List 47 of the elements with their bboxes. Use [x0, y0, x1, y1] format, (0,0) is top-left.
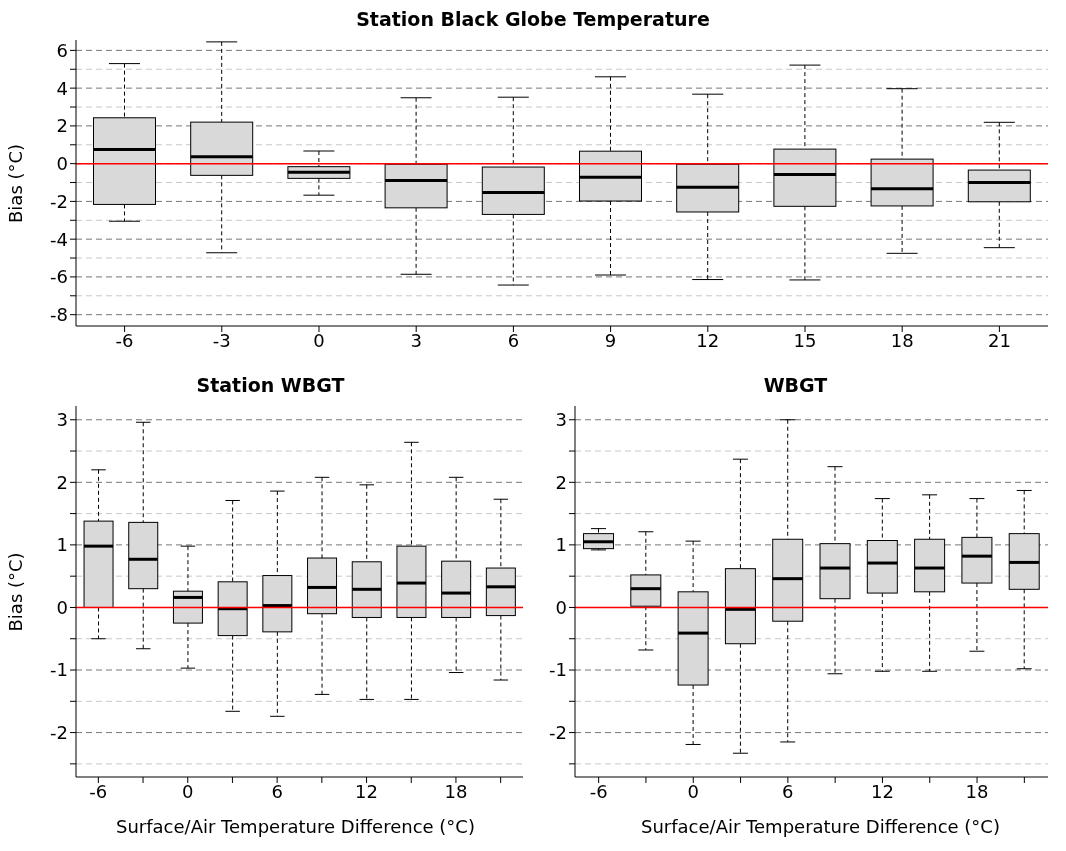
x-tick-label: 21: [987, 329, 1011, 351]
x-tick-label: 0: [687, 780, 699, 802]
x-tick-label: -6: [589, 780, 608, 802]
x-tick-label: -6: [115, 329, 134, 351]
x-tick-label: -3: [212, 329, 231, 351]
y-tick-label: -1: [549, 659, 567, 681]
x-tick-label: 12: [696, 329, 720, 351]
x-tick-label: 12: [871, 780, 894, 802]
y-tick-label: 0: [56, 153, 68, 175]
x-tick-label: 9: [604, 329, 617, 351]
x-tick-label: 6: [271, 780, 283, 802]
x-tick-label: 6: [507, 329, 520, 351]
y-tick-label: 4: [56, 77, 68, 99]
x-tick-label: -6: [89, 780, 108, 802]
chart-title: Station Black Globe Temperature: [355, 8, 711, 32]
x-tick-label: 18: [890, 329, 914, 351]
x-tick-label: 12: [355, 780, 378, 802]
x-tick-label: 0: [313, 329, 325, 351]
x-tick-label: 0: [182, 780, 194, 802]
y-tick-label: 1: [56, 534, 68, 556]
x-tick-label: 3: [410, 329, 422, 351]
y-tick-label: -4: [50, 228, 68, 250]
y-tick-label: -8: [50, 304, 68, 326]
y-tick-label: -6: [50, 266, 68, 288]
y-tick-label: 2: [555, 471, 567, 493]
y-tick-label: 1: [555, 534, 567, 556]
y-axis-title: Bias (°C): [5, 552, 27, 632]
y-tick-label: -2: [50, 721, 68, 743]
y-tick-label: 2: [56, 115, 68, 137]
y-tick-label: -1: [50, 659, 68, 681]
chart-title: WBGT: [762, 374, 829, 398]
x-axis-title: Surface/Air Temperature Difference (°C): [115, 815, 476, 839]
x-tick-label: 15: [793, 329, 817, 351]
y-tick-label: -2: [549, 721, 567, 743]
y-tick-label: 6: [56, 39, 68, 61]
x-tick-label: 18: [965, 780, 989, 802]
chart-title: Station WBGT: [195, 374, 346, 398]
y-tick-label: 2: [56, 471, 68, 493]
y-tick-label: -2: [50, 190, 68, 212]
y-tick-label: 0: [555, 596, 567, 618]
y-axis-title: Bias (°C): [5, 143, 27, 223]
x-tick-label: 18: [444, 780, 468, 802]
x-axis-title: Surface/Air Temperature Difference (°C): [640, 815, 1001, 839]
x-tick-label: 6: [782, 780, 794, 802]
y-tick-label: 3: [56, 409, 68, 431]
y-tick-label: 3: [555, 409, 567, 431]
y-tick-label: 0: [56, 596, 68, 618]
